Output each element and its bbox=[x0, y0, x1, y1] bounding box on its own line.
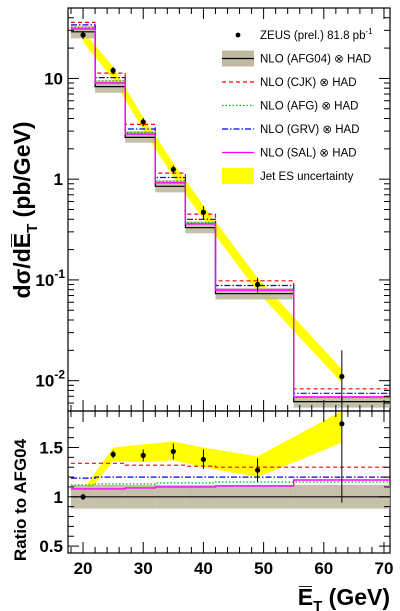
ratio-panel-frame bbox=[67, 410, 391, 554]
x-tick-label: 40 bbox=[194, 559, 213, 578]
legend: ZEUS (prel.) 81.8 pb-1 NLO (AFG04) ⊗ HAD N… bbox=[222, 27, 373, 184]
top-y-axis-ticks bbox=[68, 7, 390, 412]
top-y-tick-label: 1 bbox=[54, 170, 63, 189]
data-point-top bbox=[80, 32, 86, 38]
series-grv-ratio bbox=[71, 476, 390, 479]
data-point-top bbox=[254, 281, 261, 288]
series-sal-top bbox=[71, 28, 390, 398]
x-tick-label: 20 bbox=[74, 559, 93, 578]
jes-band-top bbox=[83, 30, 342, 383]
top-y-tick-label: 10-1 bbox=[35, 267, 65, 290]
data-points-top bbox=[80, 31, 345, 404]
legend-label-afg04: NLO (AFG04) ⊗ HAD bbox=[260, 54, 371, 66]
data-point-ratio bbox=[80, 494, 86, 500]
data-point-ratio bbox=[140, 452, 146, 458]
series-sal-ratio bbox=[71, 479, 390, 490]
nlo-series-top bbox=[71, 21, 390, 403]
legend-label-jes: Jet ES uncertainty bbox=[260, 171, 354, 183]
jes-band-top-area bbox=[83, 30, 342, 383]
series-cjk-top bbox=[71, 21, 390, 390]
ratio-y-tick-label: 1 bbox=[54, 488, 63, 507]
top-y-tick-labels: 10 1 10-1 10-2 bbox=[35, 69, 65, 390]
data-point-top bbox=[140, 119, 146, 125]
y-axis-title-unit: (pb/GeV) bbox=[9, 122, 35, 224]
series-afg-top bbox=[71, 26, 390, 399]
y-axis-title-subscript: T bbox=[24, 224, 41, 233]
legend-symbol-data bbox=[235, 32, 241, 38]
legend-label-cjk: NLO (CJK) ⊗ HAD bbox=[260, 77, 357, 89]
series-grv-top bbox=[71, 24, 390, 394]
jes-band-ratio-area bbox=[83, 411, 342, 499]
series-afg04-top bbox=[71, 31, 390, 403]
ratio-panel: 0.5 1 1.5 bbox=[39, 397, 391, 556]
x-axis-title-unit: (GeV) bbox=[322, 584, 390, 610]
legend-label-grv: NLO (GRV) ⊗ HAD bbox=[260, 124, 360, 136]
legend-label-data: ZEUS (prel.) 81.8 pb-1 bbox=[260, 27, 373, 42]
top-y-tick-label: 10 bbox=[44, 69, 63, 88]
data-point-ratio bbox=[200, 456, 207, 462]
data-point-ratio bbox=[339, 421, 345, 427]
top-y-tick-label: 10-2 bbox=[35, 368, 65, 391]
series-cjk-ratio bbox=[71, 462, 390, 468]
data-point-top bbox=[170, 166, 176, 173]
nlo-series-ratio bbox=[71, 462, 390, 498]
x-tick-labels: 20 30 40 50 60 70 bbox=[74, 559, 394, 578]
data-points-ratio bbox=[80, 397, 345, 503]
data-point-top bbox=[200, 209, 207, 215]
x-tick-label: 30 bbox=[134, 559, 153, 578]
ratio-y-tick-labels: 0.5 1 1.5 bbox=[39, 438, 63, 556]
x-tick-label: 70 bbox=[375, 559, 394, 578]
x-axis-title: E̅T (GeV) bbox=[298, 584, 390, 611]
data-point-top bbox=[110, 67, 116, 74]
cross-section-panel: 10 1 10-1 10-2 ZEUS (prel.) 81.8 pb-1 NLO (A… bbox=[35, 7, 391, 412]
x-tick-label: 50 bbox=[254, 559, 273, 578]
y-axis-title-ratio: Ratio to AFG04 bbox=[11, 438, 30, 561]
data-point-top bbox=[339, 373, 345, 380]
jes-band-ratio bbox=[83, 411, 342, 499]
y-axis-title-top: dσ/dE̅T (pb/GeV) bbox=[9, 122, 41, 299]
x-axis-ticks bbox=[70, 8, 385, 553]
x-axis-title-subscript: T bbox=[313, 598, 322, 611]
ratio-y-tick-label: 0.5 bbox=[39, 537, 63, 556]
legend-label-sal: NLO (SAL) ⊗ HAD bbox=[260, 148, 357, 160]
ratio-y-tick-label: 1.5 bbox=[39, 438, 63, 457]
series-afg-ratio bbox=[71, 481, 390, 486]
legend-label-afg: NLO (AFG) ⊗ HAD bbox=[260, 101, 358, 113]
data-point-ratio bbox=[254, 467, 261, 473]
x-tick-label: 60 bbox=[314, 559, 333, 578]
legend-symbol-jes bbox=[222, 168, 254, 184]
data-point-ratio bbox=[110, 451, 116, 457]
ratio-y-axis-ticks bbox=[68, 427, 390, 547]
data-point-ratio bbox=[170, 448, 176, 455]
